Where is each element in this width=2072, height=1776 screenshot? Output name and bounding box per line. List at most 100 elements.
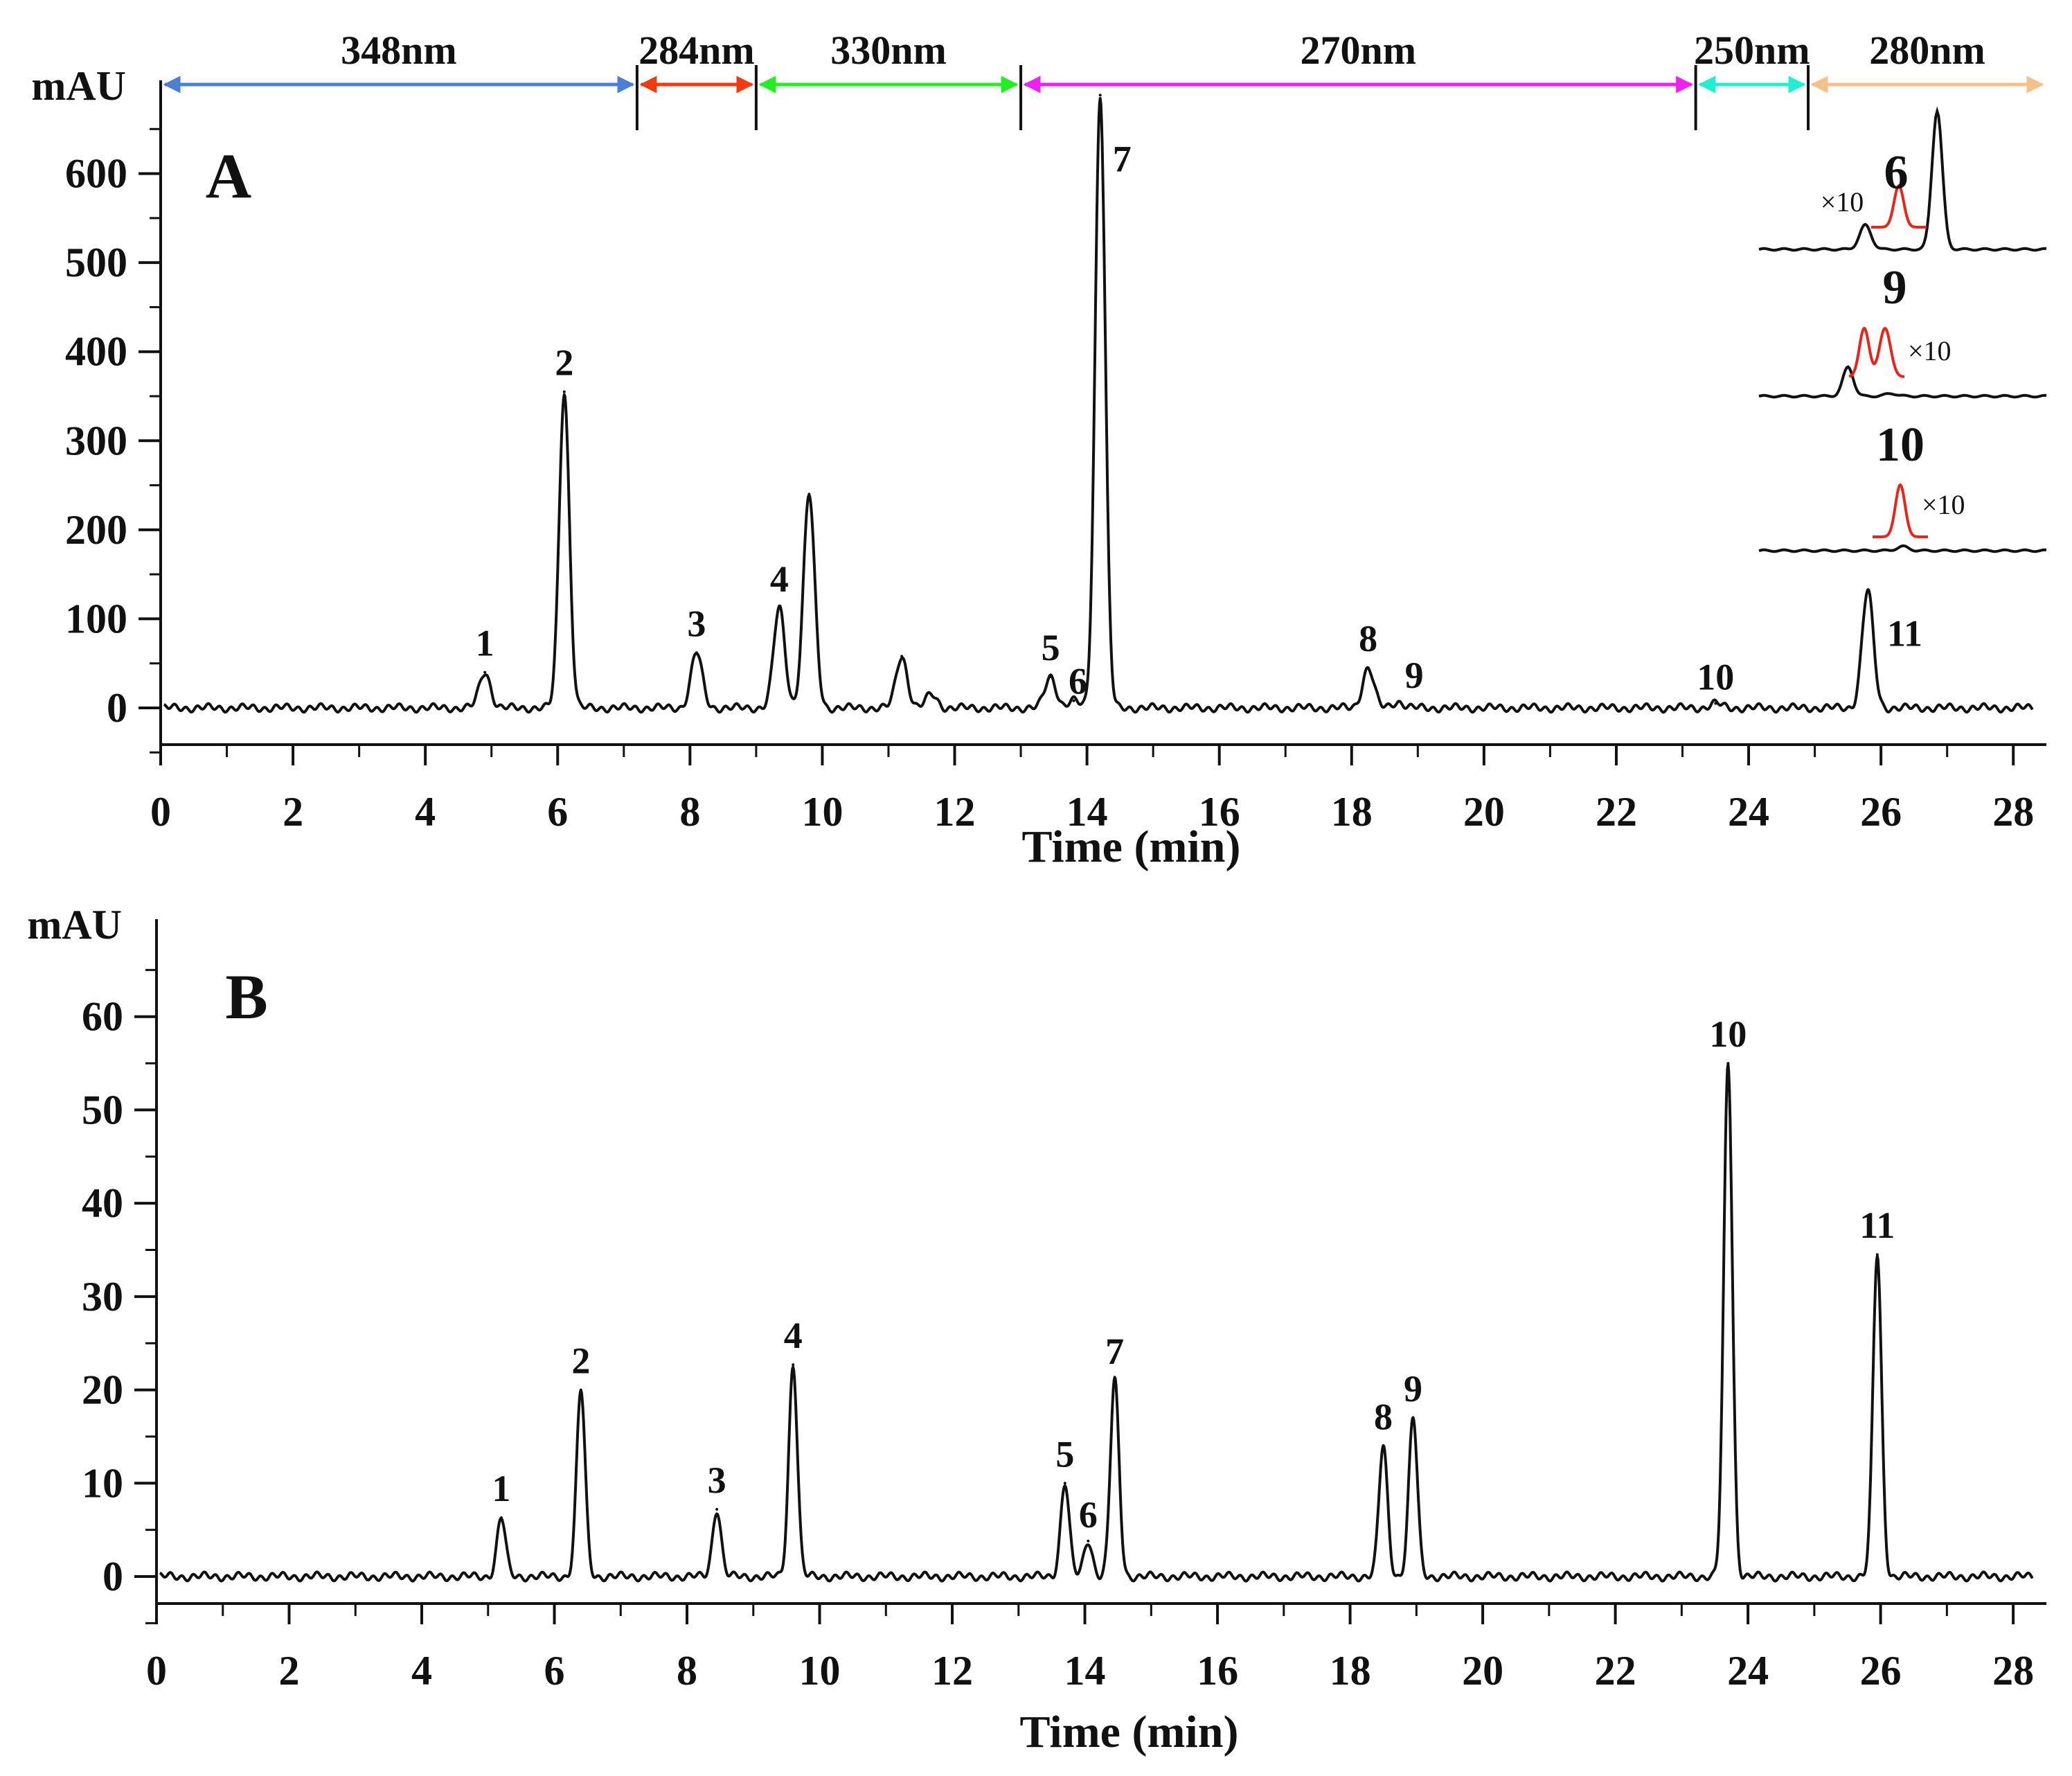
peak-marker (1866, 589, 1870, 592)
peak-label: 10 (1709, 1013, 1747, 1055)
inset-label: 10 (1876, 418, 1924, 472)
peak-marker (900, 655, 904, 658)
peak-marker (579, 1388, 582, 1392)
peak-marker (1049, 675, 1053, 678)
y-tick-label: 30 (82, 1274, 123, 1320)
magnification-label: ×10 (1821, 186, 1864, 217)
peak-marker (1411, 1416, 1415, 1419)
panel-label: A (206, 141, 251, 211)
x-tick-label: 12 (931, 1648, 973, 1694)
wavelength-label: 330nm (830, 28, 947, 73)
peak-marker (1726, 1062, 1730, 1065)
wavelength-label: 250nm (1694, 28, 1810, 73)
peak-label: 7 (1113, 138, 1132, 179)
y-tick-label: 400 (65, 329, 127, 375)
panel-b-chart: 0 2 4 6 8 10 12 14 16 18 20 22 24 26 280102030405060mA… (27, 902, 2046, 1757)
peak-marker (930, 693, 934, 696)
panel-label: B (225, 961, 267, 1032)
inset-magnified-trace (1871, 184, 1927, 229)
x-tick-label: 6 (547, 789, 568, 835)
wavelength-label: 284nm (638, 28, 755, 73)
x-tick-label: 8 (679, 789, 700, 835)
x-tick-label: 4 (411, 1648, 432, 1694)
peak-label: 10 (1697, 657, 1734, 698)
x-tick-label: 8 (677, 1648, 697, 1694)
peak-marker (715, 1508, 719, 1511)
peak-label: 11 (1859, 1205, 1895, 1246)
peak-label: 6 (1069, 661, 1087, 702)
inset-magnified-trace (1848, 326, 1904, 378)
peak-label: 6 (1079, 1494, 1098, 1536)
peak-marker (1366, 666, 1370, 670)
magnification-label: ×10 (1908, 335, 1952, 366)
peak-label: 2 (571, 1340, 590, 1382)
x-tick-label: 24 (1728, 789, 1769, 835)
chromatogram-trace (163, 97, 2034, 714)
x-tick-label: 16 (1197, 1648, 1238, 1694)
x-tick-label: 18 (1330, 1648, 1371, 1694)
x-axis-label: Time (min) (1020, 1707, 1239, 1757)
peak-marker (499, 1516, 503, 1520)
x-tick-label: 20 (1462, 1648, 1503, 1694)
x-tick-label: 12 (934, 789, 976, 835)
y-tick-label: 300 (65, 418, 127, 463)
peak-marker (778, 607, 781, 610)
y-tick-label: 500 (65, 240, 127, 285)
x-tick-label: 26 (1860, 1648, 1902, 1694)
x-tick-label: 16 (1199, 789, 1240, 835)
x-tick-label: 28 (1992, 789, 2034, 835)
x-tick-label: 0 (150, 789, 171, 835)
peak-marker (562, 390, 566, 393)
x-tick-label: 26 (1860, 789, 1902, 835)
inset-magnified-trace (1873, 483, 1928, 538)
inset-label: 9 (1883, 261, 1907, 314)
peak-marker (1382, 1444, 1385, 1448)
y-tick-label: 20 (82, 1367, 123, 1413)
wavelength-label: 270nm (1301, 28, 1417, 73)
x-tick-label: 0 (146, 1648, 167, 1694)
x-axis-label: Time (min) (1022, 822, 1241, 872)
x-tick-label: 14 (1064, 1648, 1106, 1694)
x-tick-label: 24 (1727, 1648, 1769, 1694)
y-tick-label: 60 (82, 994, 123, 1040)
x-tick-label: 28 (1992, 1648, 2034, 1694)
x-tick-label: 6 (544, 1648, 565, 1694)
peak-label: 4 (770, 558, 789, 600)
y-tick-label: 50 (82, 1087, 123, 1133)
inset-trace (1758, 544, 2047, 553)
peak-label: 1 (492, 1468, 510, 1509)
y-tick-label: 40 (82, 1180, 123, 1226)
x-tick-label: 10 (801, 789, 843, 835)
x-tick-label: 2 (283, 789, 303, 835)
inset-trace (1758, 106, 2047, 252)
peak-label: 9 (1404, 1368, 1422, 1410)
peak-marker (1113, 1379, 1116, 1383)
peak-label: 11 (1887, 612, 1922, 654)
x-tick-label: 2 (279, 1648, 300, 1694)
y-tick-label: 100 (65, 596, 127, 641)
x-tick-label: 20 (1463, 789, 1505, 835)
peak-marker (1714, 702, 1717, 705)
x-tick-label: 22 (1595, 1648, 1636, 1694)
y-axis-label: mAU (27, 902, 122, 948)
x-tick-label: 10 (799, 1648, 841, 1694)
peak-marker (1087, 1539, 1090, 1543)
peak-label: 4 (784, 1315, 803, 1356)
peak-label: 8 (1359, 618, 1377, 659)
magnification-label: ×10 (1922, 489, 1965, 520)
peak-marker (1072, 699, 1075, 702)
y-axis-label: mAU (31, 63, 126, 109)
peak-label: 1 (476, 623, 494, 664)
x-tick-label: 4 (415, 789, 436, 835)
peak-marker (483, 671, 487, 674)
peak-label: 5 (1055, 1433, 1074, 1475)
y-tick-label: 0 (107, 685, 127, 731)
peak-label: 2 (555, 342, 573, 384)
x-tick-label: 18 (1331, 789, 1373, 835)
chromatogram-trace (159, 1063, 2034, 1583)
y-tick-label: 200 (65, 507, 127, 553)
peak-label: 3 (687, 603, 706, 644)
inset-trace (1758, 365, 2047, 399)
peak-marker (807, 492, 811, 496)
